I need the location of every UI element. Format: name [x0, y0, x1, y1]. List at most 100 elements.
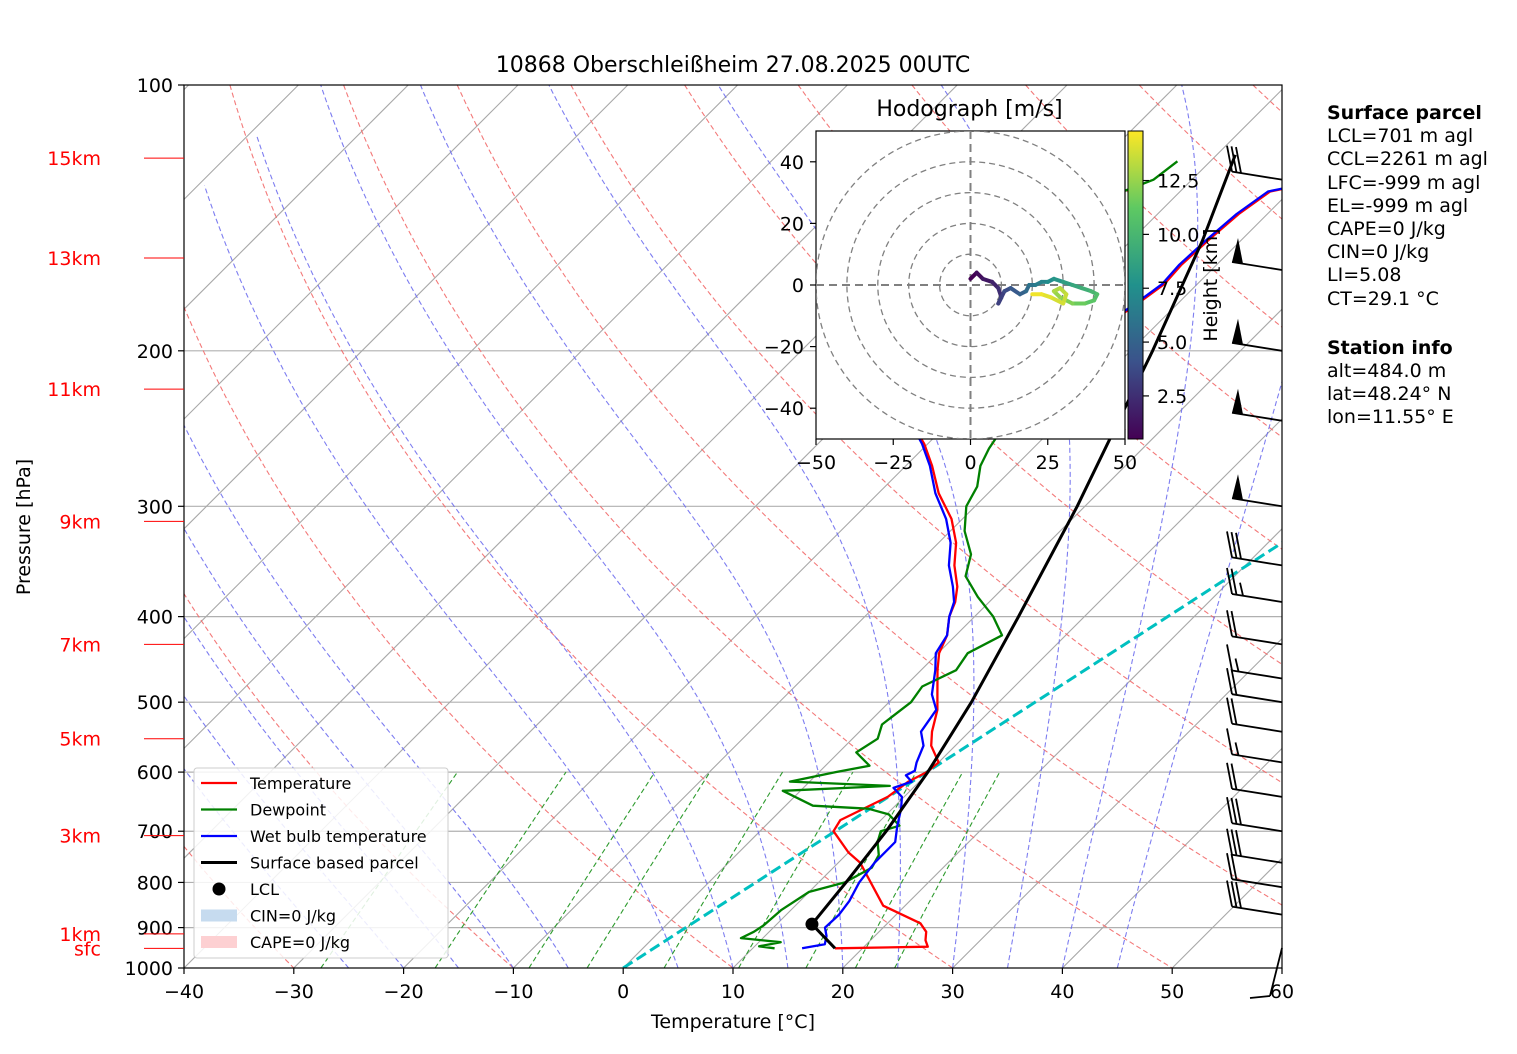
moist-adiabat-line — [184, 424, 569, 968]
dry-adiabat-line — [184, 305, 734, 968]
y-tick-label: 600 — [137, 762, 173, 784]
isotherm-line — [513, 198, 1282, 968]
height-marker-label: 3km — [59, 826, 101, 848]
mixing-ratio-line — [738, 771, 854, 968]
legend-swatch-patch — [201, 909, 237, 922]
cin-value: CIN=0 J/kg — [1327, 241, 1430, 264]
el-value: EL=-999 m agl — [1327, 194, 1469, 217]
wet-bulb-temperature-line — [801, 187, 1282, 950]
x-tick-label: −20 — [384, 981, 424, 1003]
barb-flag — [1232, 474, 1243, 501]
lcl-value: LCL=701 m agl — [1327, 125, 1474, 148]
wind-barb — [1226, 531, 1283, 567]
hodograph-y-tick-label: 20 — [780, 213, 804, 235]
height-marker-label: 1km — [59, 924, 101, 946]
station-latitude: lat=48.24° N — [1327, 383, 1452, 406]
barb-staff — [1231, 669, 1283, 680]
temperature-line — [832, 187, 1282, 950]
barb-full — [1226, 762, 1233, 790]
barb-staff — [1231, 905, 1283, 916]
legend-item-dewpoint: Dewpoint — [201, 801, 326, 820]
parcel-info-panel: Surface parcel LCL=701 m agl CCL=2261 m … — [1327, 102, 1488, 430]
wind-barb — [1231, 238, 1283, 271]
profile-lines — [622, 154, 1282, 968]
legend-label: Dewpoint — [250, 801, 326, 820]
wind-barb — [1226, 828, 1283, 864]
colorbar-tick-label: 10.0 — [1157, 224, 1199, 246]
dry-adiabat-line — [343, 85, 1173, 968]
isotherm-line — [622, 308, 1282, 968]
wind-barb — [1226, 145, 1283, 181]
hodograph-x-tick-label: 50 — [1113, 452, 1137, 474]
surface-based-parcel-line — [810, 154, 1237, 950]
y-tick-label: 700 — [137, 821, 173, 843]
height-marker-label: 11km — [47, 379, 101, 401]
x-tick-label: −10 — [493, 981, 533, 1003]
wind-barb — [1226, 644, 1283, 680]
colorbar-tick-label: 2.5 — [1157, 386, 1187, 408]
barb-full — [1230, 881, 1238, 908]
barb-full — [1226, 728, 1233, 755]
legend: Temperature Dewpoint Wet bulb temperature S… — [193, 767, 449, 959]
barb-flag — [1232, 238, 1243, 264]
hodograph: Hodograph [m/s] −50 −25 0 25 50 40 20 0 −20 −40 2.5… — [764, 97, 1222, 474]
barb-full — [1226, 697, 1233, 724]
barb-staff — [1231, 787, 1283, 798]
x-tick-label: 30 — [941, 981, 965, 1003]
isotherm-line — [184, 85, 409, 310]
colorbar — [1127, 130, 1144, 440]
barb-full — [1226, 145, 1233, 172]
barb-full — [1235, 830, 1242, 857]
wind-barb — [1231, 388, 1283, 422]
colorbar-tick-label: 7.5 — [1157, 278, 1187, 300]
mixing-ratio-line — [854, 771, 964, 968]
hodograph-y-tick-label: −20 — [764, 337, 804, 359]
y-tick-label: 1000 — [125, 958, 173, 980]
ccl-value: CCL=2261 m agl — [1327, 148, 1488, 171]
barb-staff — [1231, 411, 1283, 422]
barb-staff — [1231, 341, 1283, 352]
isotherm-line — [842, 528, 1282, 968]
wind-barb — [1226, 762, 1283, 798]
height-marker-label: 9km — [59, 511, 101, 533]
height-marker-label: sfc — [74, 938, 101, 960]
ct-value: CT=29.1 °C — [1327, 287, 1439, 310]
hodograph-title: Hodograph [m/s] — [876, 97, 1062, 122]
wind-barb — [1226, 668, 1283, 704]
x-tick-label: −40 — [164, 981, 204, 1003]
barb-half — [1234, 658, 1240, 672]
height-marker-label: 15km — [47, 148, 101, 170]
barb-half — [1234, 742, 1240, 756]
chart-title: 10868 Oberschleißheim 27.08.2025 00UTC — [496, 53, 971, 78]
legend-label: Temperature — [249, 774, 351, 793]
x-tick-label: 60 — [1270, 981, 1294, 1003]
dry-adiabat-line — [229, 85, 953, 968]
barb-full — [1226, 880, 1233, 907]
legend-label: Surface based parcel — [250, 854, 419, 873]
barb-full — [1226, 828, 1233, 855]
y-tick-label: 900 — [137, 918, 173, 940]
axes-ticks: −40 −30 −20 −10 0 10 20 30 40 50 60100200300400500… — [47, 75, 1294, 1003]
legend-box — [193, 767, 449, 959]
moist-adiabat-line — [255, 135, 734, 968]
wind-barb — [1226, 797, 1283, 833]
barb-full — [1235, 881, 1242, 909]
y-tick-label: 800 — [137, 872, 173, 894]
legend-swatch-dot — [212, 882, 226, 896]
hodograph-y-tick-label: 0 — [792, 275, 804, 297]
wind-barb — [1226, 697, 1283, 733]
barb-staff — [1231, 497, 1283, 508]
x-tick-label: 0 — [617, 981, 629, 1003]
barb-flag — [1232, 388, 1243, 415]
barb-full — [1226, 610, 1233, 637]
legend-swatch-patch — [201, 936, 237, 948]
moist-adiabat-line — [203, 185, 679, 968]
isotherm-line — [952, 637, 1282, 968]
legend-label: CIN=0 J/kg — [250, 907, 336, 926]
wind-barb — [1249, 947, 1283, 999]
mixing-ratio-line — [528, 771, 656, 968]
colorbar-tick-label: 12.5 — [1157, 171, 1199, 193]
y-tick-label: 100 — [137, 75, 173, 97]
